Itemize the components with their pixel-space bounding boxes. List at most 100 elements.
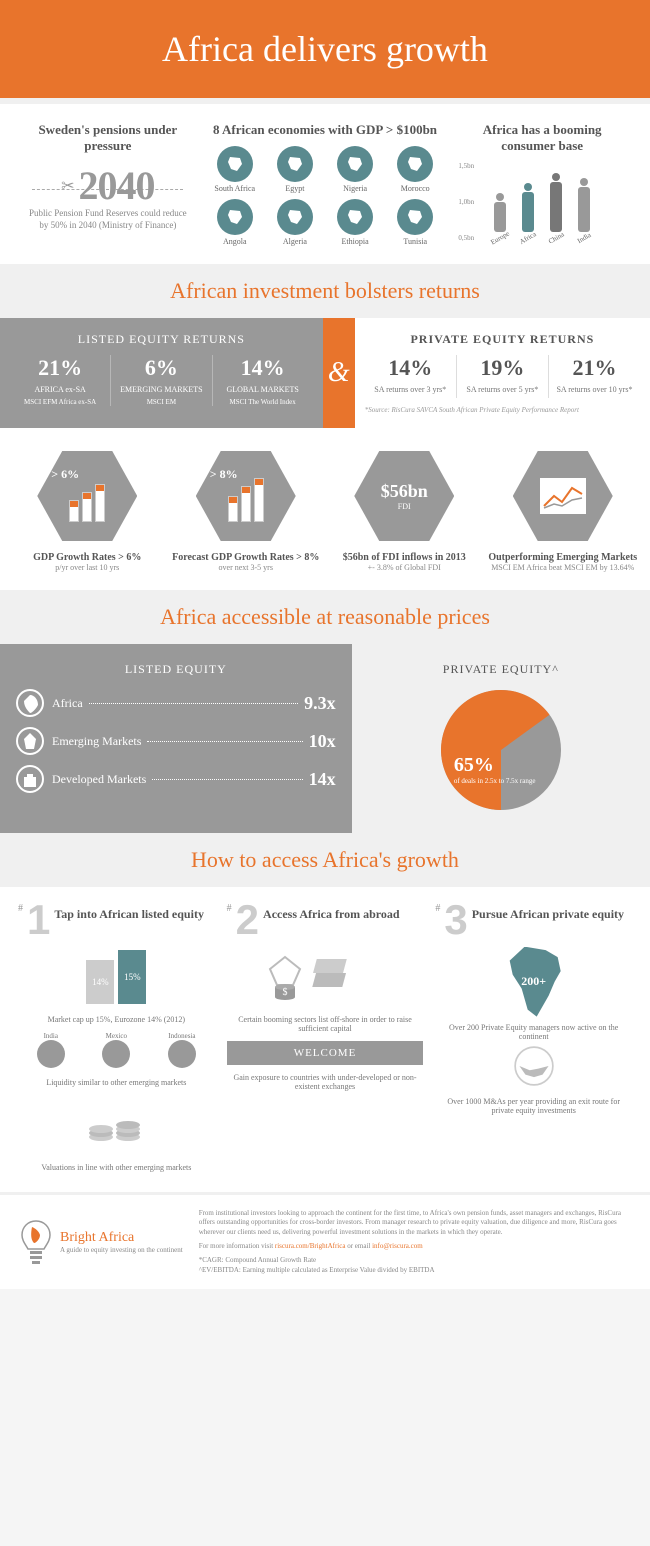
stat-mid: EMERGING MARKETS [115,385,207,394]
stat-mid: SA returns over 3 yrs* [369,385,452,394]
stat-sub: MSCI The World Index [217,398,309,406]
stat-pct: 6% [115,355,207,381]
hex-caption: Forecast GDP Growth Rates > 8% [171,552,322,563]
hex-item: $56bnFDI$56bn of FDI inflows in 2013+- 3… [329,446,480,572]
country-icon [217,146,253,182]
welcome-banner: WELCOME [227,1041,424,1065]
bar-label: China [547,230,565,245]
mini-country-icon [37,1040,65,1068]
stat-sub: MSCI EM [115,398,207,406]
country-label: South Africa [214,184,255,193]
sectors-icon: $ [227,947,424,1007]
country-label: Nigeria [343,184,367,193]
acc-num-1: 1 [27,903,50,937]
country-icon [397,146,433,182]
footer-link-2[interactable]: info@riscura.com [372,1242,423,1250]
pe-title: PRIVATE EQUITY^ [368,662,634,677]
main-header: Africa delivers growth [0,0,650,98]
hex-caption: $56bn of FDI inflows in 2013 [329,552,480,563]
mini-countries: India Mexico Indonesia [18,1032,215,1070]
listed-stats: 21% AFRICA ex-SA MSCI EFM Africa ex-SA 6% EM… [10,355,313,406]
returns-row: LISTED EQUITY RETURNS 21% AFRICA ex-SA MSC… [0,318,650,428]
consumer-col: Africa has a booming consumer base 1,5bn… [458,122,626,246]
mini-country-icon [168,1040,196,1068]
stat: 14%GLOBAL MARKETSMSCI The World Index [213,355,313,406]
access-col-1: # 1 Tap into African listed equity 14%15… [18,903,215,1172]
stat-pct: 21% [14,355,106,381]
country-label: Angola [223,237,247,246]
footer-link-1[interactable]: riscura.com/BrightAfrica [275,1242,346,1250]
mini-country: India [37,1032,65,1070]
country-icon [277,146,313,182]
pensions-col: Sweden's pensions under pressure ✂ 2040 … [24,122,192,246]
country-label: Egypt [285,184,304,193]
economies-title: 8 African economies with GDP > $100bn [208,122,443,138]
listed-title: LISTED EQUITY RETURNS [10,332,313,347]
country-cell: Morocco [388,146,442,193]
coins-icon [18,1095,215,1155]
hexagon: > 8% [196,446,296,546]
country-cell: Egypt [268,146,322,193]
le-row: Emerging Markets10x [16,727,336,755]
le-label: Developed Markets [52,772,146,787]
country-icon [277,199,313,235]
access-row: # 1 Tap into African listed equity 14%15… [0,887,650,1192]
stat: 6% EMERGING MARKETS MSCI EM [111,355,212,406]
svg-text:$: $ [283,987,288,998]
footer: Bright Africa A guide to equity investin… [0,1192,650,1290]
stat-pct: 21% [553,355,636,381]
stat-sub: MSCI EFM Africa ex-SA [14,398,106,406]
hash-icon: # [435,903,440,914]
stat-pct: 14% [369,355,452,381]
acc-cap-3a: Over 200 Private Equity managers now act… [435,1023,632,1041]
hex-subcaption: MSCI EM Africa beat MSCI EM by 13.64% [488,563,639,572]
private-returns: PRIVATE EQUITY RETURNS 14%SA returns ove… [355,318,650,428]
economies-col: 8 African economies with GDP > $100bn So… [208,122,443,246]
hex-caption: Outperforming Emerging Markets [488,552,639,563]
country-cell: Nigeria [328,146,382,193]
stat: 21%SA returns over 10 yrs* [549,355,640,398]
hex-item: > 6%GDP Growth Rates > 6%p/yr over last … [12,446,163,572]
hex-row: > 6%GDP Growth Rates > 6%p/yr over last … [0,428,650,590]
ytick: 1,5bn [458,162,474,170]
country-cell: South Africa [208,146,262,193]
country-label: Tunisia [403,237,427,246]
le-value: 10x [309,731,336,752]
acc-cap-2b: Gain exposure to countries with under-de… [227,1073,424,1091]
le-title: LISTED EQUITY [16,662,336,677]
y-axis: 1,5bn 1,0bn 0,5bn [458,162,474,242]
stat-mid: AFRICA ex-SA [14,385,106,394]
consumer-chart: 1,5bn 1,0bn 0,5bn EuropeAfricaChinaIndia [458,162,626,242]
mini-country: Mexico [102,1032,130,1070]
acc-title-2: Access Africa from abroad [263,903,400,922]
hexagon: $56bnFDI [354,446,454,546]
mini-country-icon [102,1040,130,1068]
brand-tagline: A guide to equity investing on the conti… [60,1246,183,1254]
pie-caption: of deals in 2.5x to 7.5x range [454,777,536,785]
listed-equity: LISTED EQUITY Africa9.3x Emerging Markets… [0,644,352,833]
country-cell: Tunisia [388,199,442,246]
bar-col: Europe [490,192,510,242]
le-row: Africa9.3x [16,689,336,717]
bulb-icon [18,1219,54,1265]
bar-label: Africa [519,230,538,246]
footer-more: For more information visit [199,1242,275,1250]
footer-note-2: ^EV/EBITDA: Earning multiple calculated … [199,1266,632,1276]
pie-pct: 65% [454,754,536,777]
country-label: Ethiopia [342,237,369,246]
subheader-returns: African investment bolsters returns [0,264,650,318]
bar-col: China [546,172,566,242]
le-icon [16,727,44,755]
hex-subcaption: over next 3-5 yrs [171,563,322,572]
country-grid: South AfricaEgyptNigeriaMoroccoAngolaAlg… [208,146,443,246]
pe-source: *Source: RisCura SAVCA South African Pri… [365,406,640,414]
le-icon [16,689,44,717]
bar-label: Europe [489,229,511,246]
acc-cap-1a: Market cap up 15%, Eurozone 14% (2012) [18,1015,215,1024]
scissor-icon: ✂ [61,176,74,196]
stat: 21% AFRICA ex-SA MSCI EFM Africa ex-SA [10,355,111,406]
mini-country: Indonesia [168,1032,196,1070]
private-stats: 14%SA returns over 3 yrs*19%SA returns o… [365,355,640,398]
ytick: 0,5bn [458,234,474,242]
hex-subcaption: p/yr over last 10 yrs [12,563,163,572]
